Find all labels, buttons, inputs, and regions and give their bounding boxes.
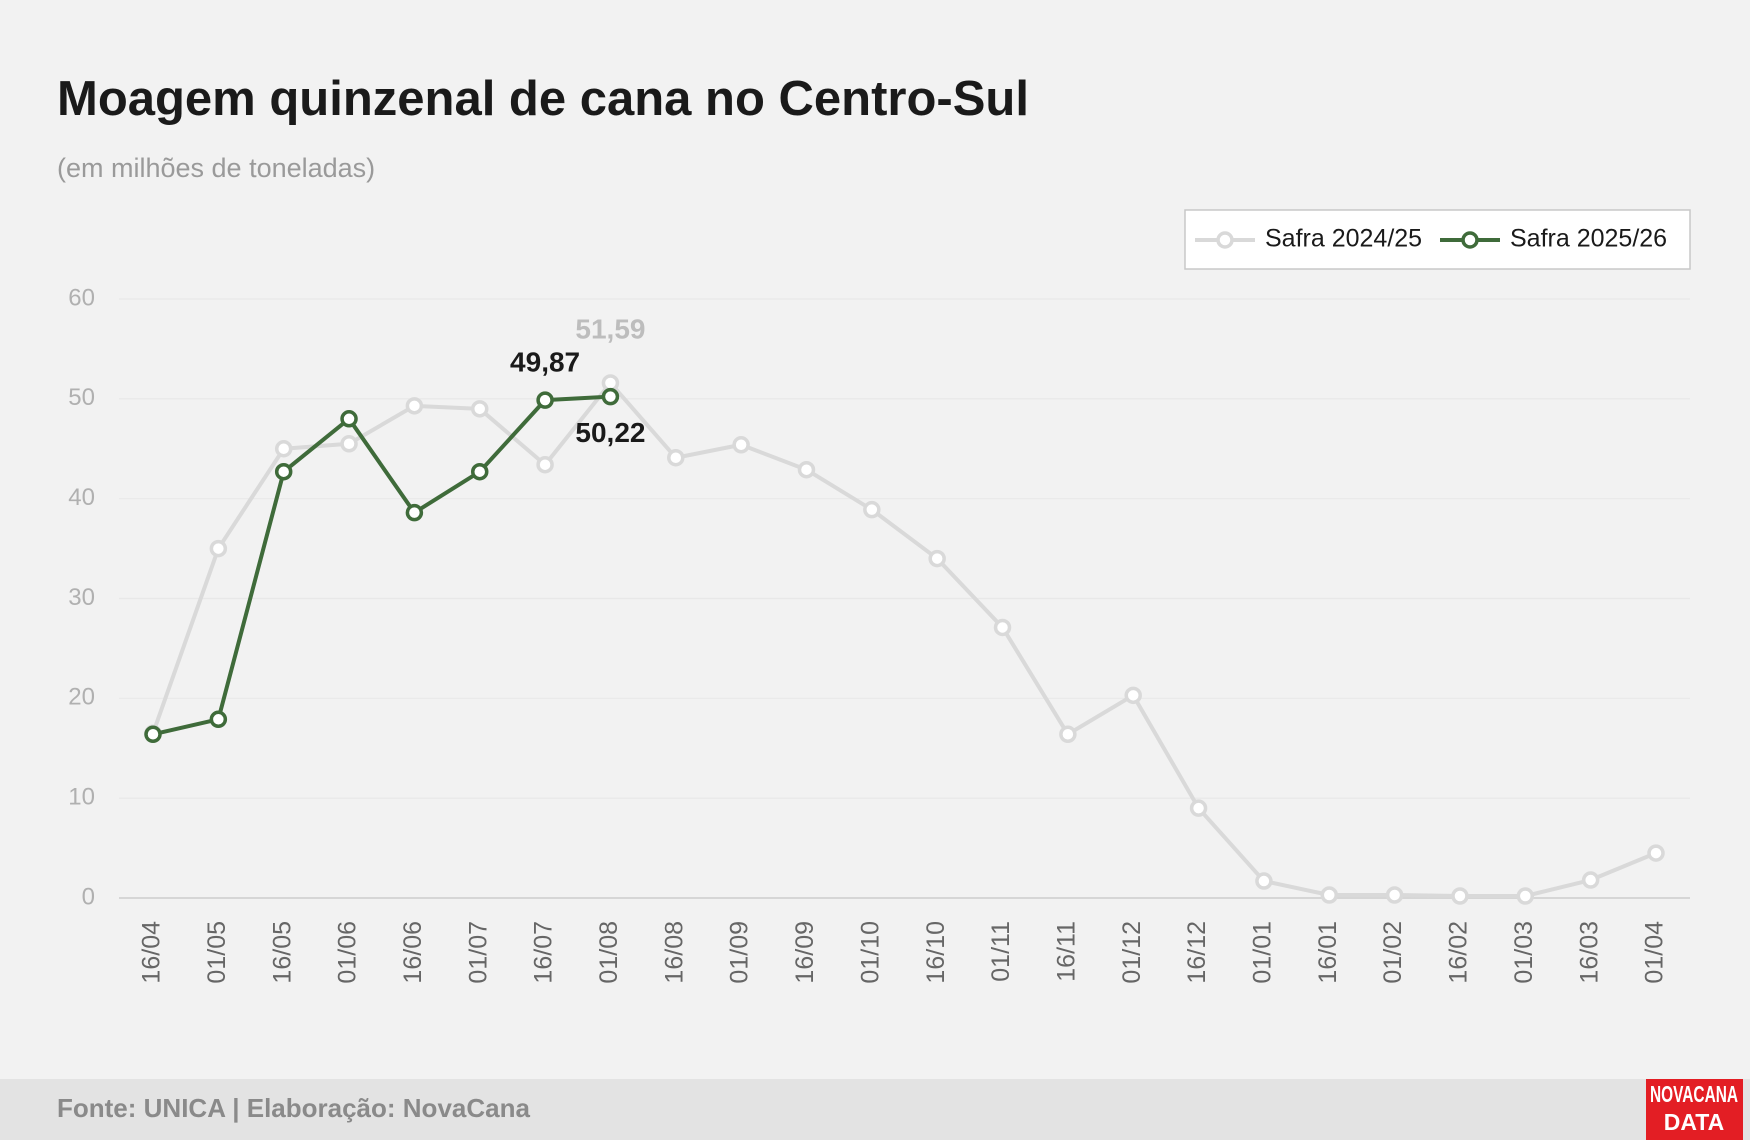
x-tick-label: 01/07 <box>464 921 492 984</box>
x-tick-label: 16/04 <box>138 921 166 984</box>
data-point <box>340 410 358 428</box>
x-tick-label: 16/11 <box>1052 921 1080 982</box>
x-tick-label: 01/01 <box>1249 921 1277 984</box>
data-point <box>340 435 358 453</box>
data-point <box>601 374 620 392</box>
x-tick-label: 01/02 <box>1379 921 1407 984</box>
x-tick-label: 16/02 <box>1445 921 1473 984</box>
data-point <box>470 462 489 481</box>
data-point <box>470 400 489 418</box>
source: Fonte: UNICA | Elaboração: NovaCana <box>57 1093 530 1123</box>
x-tick-label: 01/12 <box>1118 921 1146 984</box>
data-point <box>274 462 293 481</box>
chart-title: Moagem quinzenal de cana no Centro-Sul <box>57 72 1029 126</box>
legend-marker <box>1216 231 1234 249</box>
x-tick-label: 16/05 <box>268 921 296 984</box>
x-tick-label: 16/06 <box>399 921 427 984</box>
y-tick-label: 10 <box>68 784 95 811</box>
x-tick-label: 01/03 <box>1510 921 1538 984</box>
series-line <box>151 380 1657 899</box>
data-point <box>601 387 620 406</box>
y-tick-label: 40 <box>68 484 95 511</box>
data-point <box>209 710 228 729</box>
x-tick-label: 16/01 <box>1314 921 1342 984</box>
y-tick-label: 60 <box>68 284 95 311</box>
x-tick-label: 01/10 <box>856 921 884 984</box>
data-label: 49,87 <box>510 347 580 378</box>
x-tick-label: 16/03 <box>1575 921 1603 984</box>
logo-text: DATA <box>1664 1109 1724 1135</box>
data-point <box>536 455 554 474</box>
x-tick-label: 01/08 <box>595 921 623 984</box>
data-point <box>1581 871 1600 889</box>
x-tick-label: 16/08 <box>660 921 688 984</box>
chart-subtitle: (em milhões de toneladas) <box>57 153 375 183</box>
legend: Safra 2024/25 Safra 2025/26 <box>1184 209 1691 270</box>
data-point <box>1189 799 1208 817</box>
data-point <box>928 549 946 568</box>
y-tick-label: 50 <box>68 384 95 411</box>
data-point <box>405 397 424 415</box>
x-tick-label: 01/11 <box>987 921 1015 982</box>
x-tick-label: 16/10 <box>922 921 950 984</box>
y-tick-label: 0 <box>82 883 95 910</box>
data-point <box>1124 686 1142 705</box>
x-tick-label: 01/05 <box>203 921 231 984</box>
x-tick-label: 01/09 <box>726 921 754 984</box>
data-point <box>405 503 424 522</box>
data-point <box>274 440 293 458</box>
legend-label: Safra 2025/26 <box>1510 225 1667 253</box>
data-point <box>797 460 816 479</box>
data-point <box>536 391 554 409</box>
data-point <box>209 539 228 558</box>
x-tick-label: 01/04 <box>1641 921 1669 984</box>
data-point <box>1516 887 1535 905</box>
x-tick-label: 16/12 <box>1183 921 1211 984</box>
x-tick-label: 01/06 <box>334 921 362 984</box>
legend-label: Safra 2024/25 <box>1265 225 1422 253</box>
x-tick-label: 16/09 <box>791 921 819 984</box>
data-label: 50,22 <box>575 417 645 448</box>
legend-marker <box>1461 231 1479 249</box>
data-point <box>144 725 162 744</box>
footer-band <box>0 1079 1750 1140</box>
data-point <box>1451 887 1469 905</box>
data-point <box>732 436 750 454</box>
logo-text: NOVACANA <box>1650 1081 1738 1107</box>
data-point <box>1385 886 1404 904</box>
x-tick-label: 16/07 <box>530 921 558 984</box>
y-tick-label: 20 <box>68 684 95 711</box>
data-point <box>993 618 1012 637</box>
series-line <box>152 394 611 737</box>
data-point <box>1059 725 1077 744</box>
data-point <box>863 500 881 519</box>
data-point <box>1255 872 1273 890</box>
data-point <box>667 448 685 467</box>
logo-box <box>1646 1079 1743 1140</box>
legend-box <box>1184 209 1691 270</box>
data-point <box>1647 844 1665 862</box>
data-label: 51,59 <box>575 313 645 344</box>
y-tick-label: 30 <box>68 584 95 611</box>
data-point <box>1320 886 1339 904</box>
